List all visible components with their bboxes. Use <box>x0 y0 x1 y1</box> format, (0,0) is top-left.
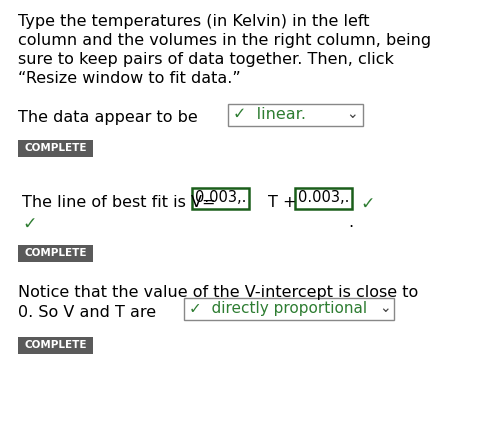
FancyBboxPatch shape <box>192 188 249 209</box>
Text: ⌄: ⌄ <box>346 107 358 121</box>
Text: T +: T + <box>268 195 296 210</box>
Text: COMPLETE: COMPLETE <box>24 248 87 258</box>
Text: 0.003,.: 0.003,. <box>298 190 350 205</box>
Text: Type the temperatures (in Kelvin) in the left: Type the temperatures (in Kelvin) in the… <box>18 14 370 29</box>
FancyBboxPatch shape <box>184 298 394 320</box>
Text: ✓: ✓ <box>22 215 37 233</box>
Text: COMPLETE: COMPLETE <box>24 143 87 153</box>
FancyBboxPatch shape <box>295 188 352 209</box>
Text: ✓  directly proportional: ✓ directly proportional <box>189 301 367 316</box>
Text: The data appear to be: The data appear to be <box>18 110 198 125</box>
Text: ✓: ✓ <box>360 195 375 213</box>
Text: column and the volumes in the right column, being: column and the volumes in the right colu… <box>18 33 431 48</box>
Text: Notice that the value of the V-intercept is close to: Notice that the value of the V-intercept… <box>18 285 418 300</box>
Text: COMPLETE: COMPLETE <box>24 340 87 350</box>
Text: 0. So V and T are: 0. So V and T are <box>18 305 156 320</box>
FancyBboxPatch shape <box>18 337 93 354</box>
Text: .: . <box>348 215 353 230</box>
Text: ⌄: ⌄ <box>379 301 391 315</box>
Text: ✓  linear.: ✓ linear. <box>233 107 306 122</box>
Text: “Resize window to fit data.”: “Resize window to fit data.” <box>18 71 241 86</box>
Text: The line of best fit is V=: The line of best fit is V= <box>22 195 215 210</box>
FancyBboxPatch shape <box>18 140 93 157</box>
Text: 0.003,.: 0.003,. <box>195 190 246 205</box>
FancyBboxPatch shape <box>18 245 93 262</box>
Text: sure to keep pairs of data together. Then, click: sure to keep pairs of data together. The… <box>18 52 394 67</box>
FancyBboxPatch shape <box>228 104 363 126</box>
